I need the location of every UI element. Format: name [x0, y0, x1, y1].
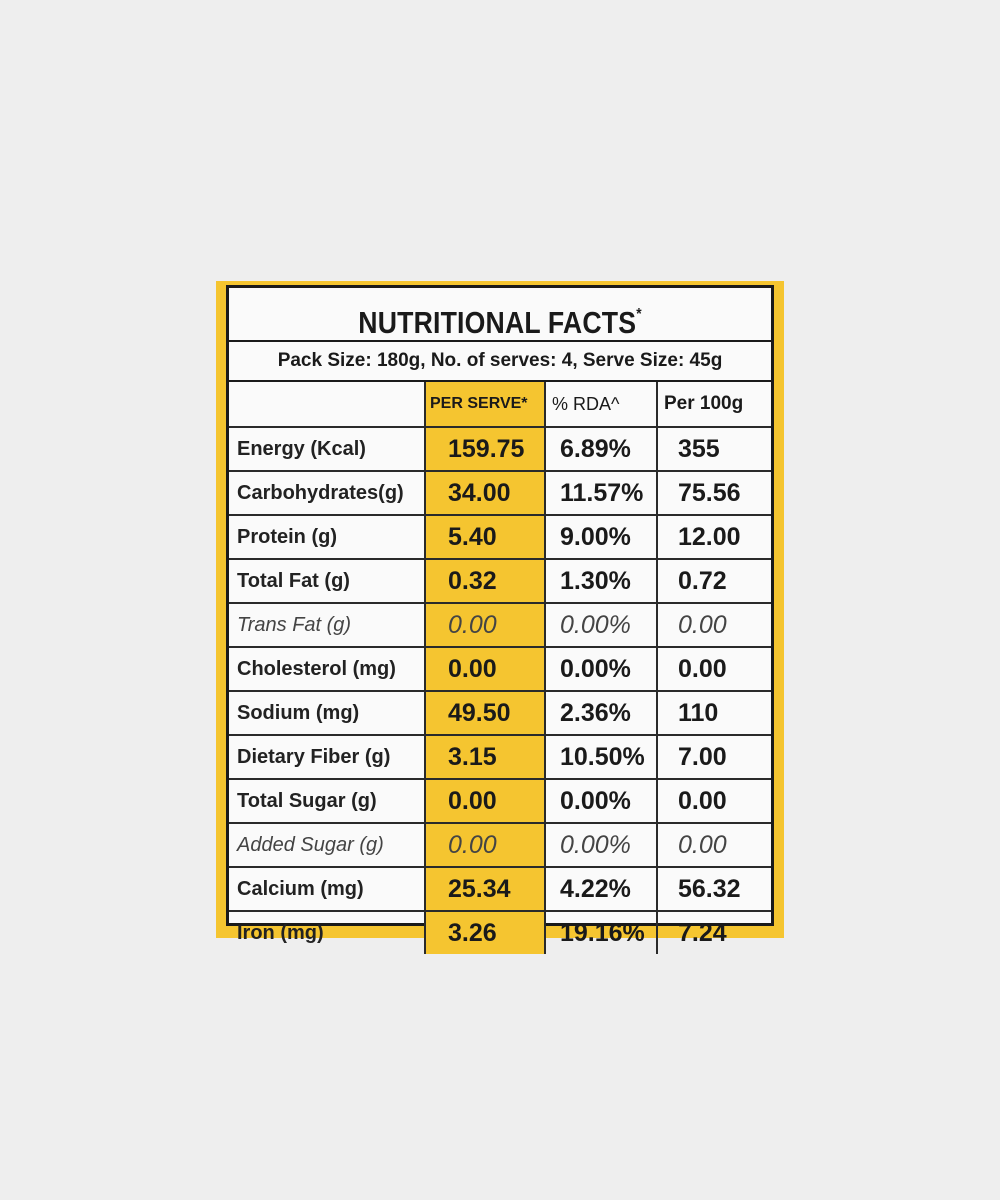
per-serve-value: 159.75 — [424, 427, 545, 472]
per-100g-value: 0.00 — [656, 823, 771, 868]
table-row: Sodium (mg) 49.50 2.36% 110 — [229, 691, 771, 736]
per-serve-value: 25.34 — [424, 867, 545, 912]
table-row: Cholesterol (mg) 0.00 0.00% 0.00 — [229, 647, 771, 692]
per-serve-value: 5.40 — [424, 515, 545, 560]
title-text: NUTRITIONAL FACTS — [358, 305, 637, 340]
per-serve-value: 0.32 — [424, 559, 545, 604]
header-rda: % RDA^ — [544, 382, 657, 428]
per-100g-value: 75.56 — [656, 471, 771, 516]
per-100g-value: 0.00 — [656, 603, 771, 648]
header-per-100g: Per 100g — [656, 382, 771, 428]
rda-value: 0.00% — [544, 647, 657, 692]
pack-info: Pack Size: 180g, No. of serves: 4, Serve… — [229, 340, 771, 382]
rda-value: 4.22% — [544, 867, 657, 912]
nutrient-name: Carbohydrates(g) — [229, 471, 425, 516]
per-100g-value: 7.00 — [656, 735, 771, 780]
rda-value: 10.50% — [544, 735, 657, 780]
header-row: PER SERVE* % RDA^ Per 100g — [229, 382, 771, 428]
per-serve-value: 34.00 — [424, 471, 545, 516]
nutrient-name: Energy (Kcal) — [229, 427, 425, 472]
nutrition-table: PER SERVE* % RDA^ Per 100g Energy (Kcal)… — [229, 382, 771, 954]
nutrient-name: Sodium (mg) — [229, 691, 425, 736]
nutrient-name: Trans Fat (g) — [229, 603, 425, 648]
nutrient-name: Added Sugar (g) — [229, 823, 425, 868]
rda-value: 0.00% — [544, 823, 657, 868]
rda-value: 2.36% — [544, 691, 657, 736]
per-100g-value: 7.24 — [656, 911, 771, 954]
rda-value: 6.89% — [544, 427, 657, 472]
table-row: Trans Fat (g) 0.00 0.00% 0.00 — [229, 603, 771, 648]
table-row: Iron (mg) 3.26 19.16% 7.24 — [229, 911, 771, 954]
rda-value: 0.00% — [544, 603, 657, 648]
nutrition-panel: NUTRITIONAL FACTS* Pack Size: 180g, No. … — [226, 285, 774, 954]
title-asterisk: * — [636, 306, 642, 323]
nutrient-name: Total Fat (g) — [229, 559, 425, 604]
table-row: Added Sugar (g) 0.00 0.00% 0.00 — [229, 823, 771, 868]
table-row: Total Sugar (g) 0.00 0.00% 0.00 — [229, 779, 771, 824]
nutrient-name: Dietary Fiber (g) — [229, 735, 425, 780]
per-serve-value: 0.00 — [424, 603, 545, 648]
nutrient-name: Total Sugar (g) — [229, 779, 425, 824]
rda-value: 19.16% — [544, 911, 657, 954]
header-blank — [229, 382, 425, 428]
per-100g-value: 355 — [656, 427, 771, 472]
table-row: Calcium (mg) 25.34 4.22% 56.32 — [229, 867, 771, 912]
per-serve-value: 3.26 — [424, 911, 545, 954]
rda-value: 1.30% — [544, 559, 657, 604]
header-per-serve: PER SERVE* — [424, 382, 545, 428]
per-serve-value: 3.15 — [424, 735, 545, 780]
table-row: Total Fat (g) 0.32 1.30% 0.72 — [229, 559, 771, 604]
nutrient-name: Cholesterol (mg) — [229, 647, 425, 692]
nutrition-label: NUTRITIONAL FACTS* Pack Size: 180g, No. … — [216, 281, 784, 954]
rda-value: 11.57% — [544, 471, 657, 516]
per-serve-value: 49.50 — [424, 691, 545, 736]
rda-value: 9.00% — [544, 515, 657, 560]
nutrition-rows: Energy (Kcal) 159.75 6.89% 355 Carbohydr… — [229, 427, 771, 954]
table-row: Dietary Fiber (g) 3.15 10.50% 7.00 — [229, 735, 771, 780]
table-row: Protein (g) 5.40 9.00% 12.00 — [229, 515, 771, 560]
per-100g-value: 0.00 — [656, 779, 771, 824]
per-100g-value: 0.00 — [656, 647, 771, 692]
per-serve-value: 0.00 — [424, 823, 545, 868]
per-100g-value: 0.72 — [656, 559, 771, 604]
per-serve-value: 0.00 — [424, 779, 545, 824]
per-100g-value: 12.00 — [656, 515, 771, 560]
table-row: Energy (Kcal) 159.75 6.89% 355 — [229, 427, 771, 472]
rda-value: 0.00% — [544, 779, 657, 824]
nutrient-name: Calcium (mg) — [229, 867, 425, 912]
nutrient-name: Protein (g) — [229, 515, 425, 560]
nutrient-name: Iron (mg) — [237, 921, 324, 944]
per-100g-value: 110 — [656, 691, 771, 736]
per-100g-value: 56.32 — [656, 867, 771, 912]
table-row: Carbohydrates(g) 34.00 11.57% 75.56 — [229, 471, 771, 516]
label-title: NUTRITIONAL FACTS* — [267, 288, 733, 340]
per-serve-value: 0.00 — [424, 647, 545, 692]
